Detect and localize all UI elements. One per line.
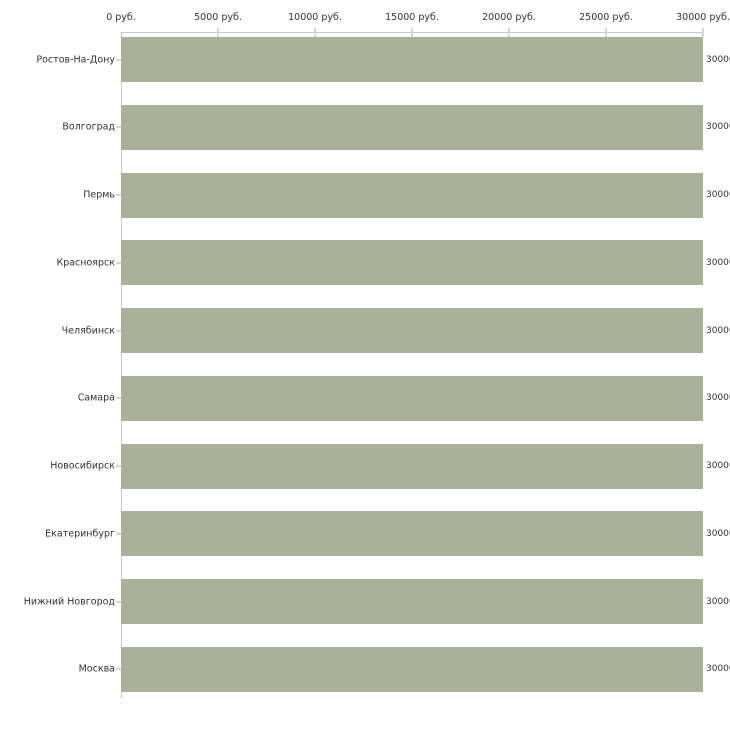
category-label: Челябинск [61, 325, 115, 336]
bar-value-label: 30000 руб. [706, 596, 730, 607]
category-label: Новосибирск [50, 460, 115, 472]
x-axis-tick [314, 28, 316, 37]
bar-value-label: 30000 руб. [706, 461, 730, 471]
y-axis-tick [116, 600, 121, 603]
bar-value-label: 30000 руб. [706, 257, 730, 268]
category-label: Красноярск [56, 257, 115, 269]
x-axis-tick [702, 28, 704, 37]
y-axis-tick [116, 194, 121, 196]
x-axis-tick [605, 28, 607, 37]
category-label: Пермь [83, 189, 115, 201]
category-label: Нижний Новгород [23, 596, 115, 607]
bar [121, 240, 703, 286]
x-axis-tick-label: 30000 руб. [676, 12, 730, 23]
y-axis-line [121, 32, 122, 698]
category-label: Ростов-На-Дону [36, 54, 115, 65]
bar-value-label: 30000 руб. [706, 528, 730, 539]
bar [121, 511, 703, 557]
bar-value-label: 30000 руб. [706, 122, 730, 133]
bar-value-label: 30000 руб. [706, 664, 730, 675]
x-axis-tick [217, 28, 219, 37]
category-label: Екатеринбург [45, 528, 115, 540]
category-label: Самара [77, 392, 115, 404]
category-label: Волгоград [62, 121, 115, 133]
bar [121, 308, 703, 353]
y-axis-tick [116, 126, 121, 129]
y-axis-tick [116, 261, 121, 264]
y-axis-tick [116, 397, 121, 400]
x-axis-tick [508, 28, 510, 37]
x-axis-tick-label: 5000 руб. [194, 12, 242, 23]
bar-value-label: 30000 руб. [706, 54, 730, 65]
bar [121, 375, 703, 421]
y-axis-tick [116, 465, 121, 467]
bar [121, 172, 703, 218]
y-axis-tick [116, 58, 121, 61]
x-axis-tick-label: 10000 руб. [288, 12, 342, 23]
category-label: Москва [78, 663, 115, 675]
x-axis-tick [411, 28, 413, 37]
bar [121, 37, 703, 82]
x-axis-tick-label: 15000 руб. [385, 12, 439, 23]
x-axis-tick-label: 25000 руб. [579, 12, 633, 23]
bar-value-label: 30000 руб. [706, 325, 730, 336]
y-axis-tick [116, 532, 121, 535]
y-axis-tick [116, 668, 121, 671]
bar [121, 443, 703, 489]
x-axis-tick-label: 0 руб. [106, 12, 136, 23]
bar-value-label: 30000 руб. [706, 190, 730, 200]
bar-value-label: 30000 руб. [706, 393, 730, 404]
bar [121, 579, 703, 624]
x-axis-tick-label: 20000 руб. [482, 12, 536, 23]
bar [121, 104, 703, 150]
bar [121, 646, 703, 692]
y-axis-tick [116, 329, 121, 332]
